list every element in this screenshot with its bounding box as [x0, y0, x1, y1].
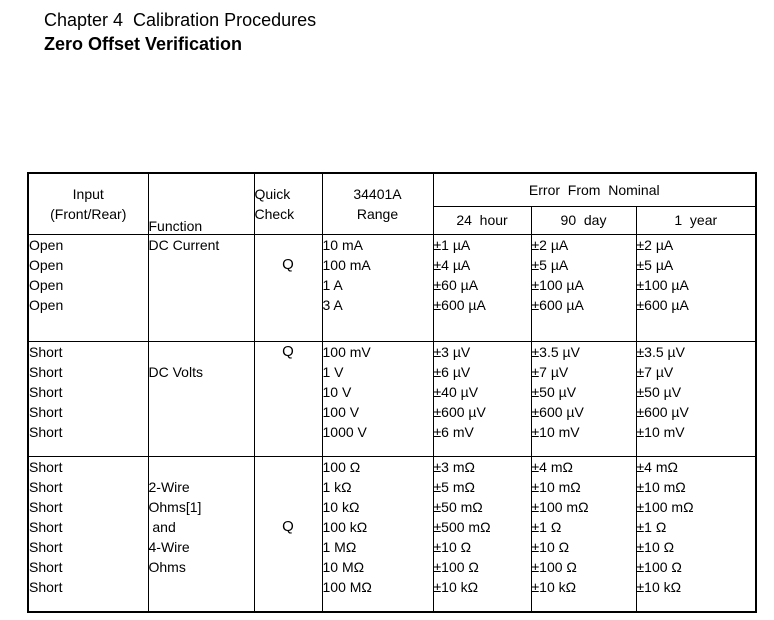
zero-offset-verification-table: Input (Front/Rear) Function Quick Check 34…: [27, 172, 757, 613]
cell-input: Short Short Short Short Short: [27, 340, 149, 457]
cell-function: DC Volts: [147, 340, 255, 457]
cell-error-1year: ±3.5 µV ±7 µV ±50 µV ±600 µV ±10 mV: [635, 340, 757, 457]
header-1-year: 1 year: [635, 205, 757, 235]
header-error-from-nominal: Error From Nominal: [432, 172, 757, 207]
header-90-day: 90 day: [530, 205, 637, 235]
chapter-title: Chapter 4 Calibration Procedures: [44, 10, 317, 30]
cell-error-90day: ±2 µA ±5 µA ±100 µA ±600 µA: [530, 233, 637, 342]
header-input-front-rear: Input (Front/Rear): [27, 172, 149, 235]
header-34401a-range: 34401A Range: [321, 172, 434, 235]
cell-error-90day: ±4 mΩ ±10 mΩ ±100 mΩ ±1 Ω ±10 Ω ±100 Ω ±10 kΩ: [530, 455, 637, 613]
cell-error-24hour: ±3 µV ±6 µV ±40 µV ±600 µV ±6 mV: [432, 340, 532, 457]
table-row-dc-current: Open Open Open Open DC Current Q 10 mA 100 m…: [27, 233, 757, 342]
cell-input: Short Short Short Short Short Short Short: [27, 455, 149, 613]
cell-quick-check: Q: [253, 340, 323, 457]
section-title: Zero Offset Verification: [44, 34, 243, 54]
header-24-hour: 24 hour: [432, 205, 532, 235]
cell-quick-check: Q: [253, 455, 323, 613]
table-row-ohms: Short Short Short Short Short Short Short 2-Wi…: [27, 455, 757, 613]
header-quick-check: Quick Check: [253, 172, 323, 235]
cell-function: 2-Wire Ohms[1] and 4-Wire Ohms: [147, 455, 255, 613]
cell-function: DC Current: [147, 233, 255, 342]
header-function: Function: [147, 172, 255, 235]
cell-error-1year: ±2 µA ±5 µA ±100 µA ±600 µA: [635, 233, 757, 342]
cell-error-1year: ±4 mΩ ±10 mΩ ±100 mΩ ±1 Ω ±10 Ω ±100 Ω ±10 kΩ: [635, 455, 757, 613]
cell-input: Open Open Open Open: [27, 233, 149, 342]
cell-error-24hour: ±1 µA ±4 µA ±60 µA ±600 µA: [432, 233, 532, 342]
cell-error-24hour: ±3 mΩ ±5 mΩ ±50 mΩ ±500 mΩ ±10 Ω ±100 Ω ±10 kΩ: [432, 455, 532, 613]
page-heading: Chapter 4 Calibration Procedures Zero Of…: [44, 8, 316, 56]
cell-quick-check: Q: [253, 233, 323, 342]
cell-error-90day: ±3.5 µV ±7 µV ±50 µV ±600 µV ±10 mV: [530, 340, 637, 457]
cell-range: 100 mV 1 V 10 V 100 V 1000 V: [321, 340, 434, 457]
table-row-dc-volts: Short Short Short Short Short DC Volts Q 100…: [27, 340, 757, 457]
